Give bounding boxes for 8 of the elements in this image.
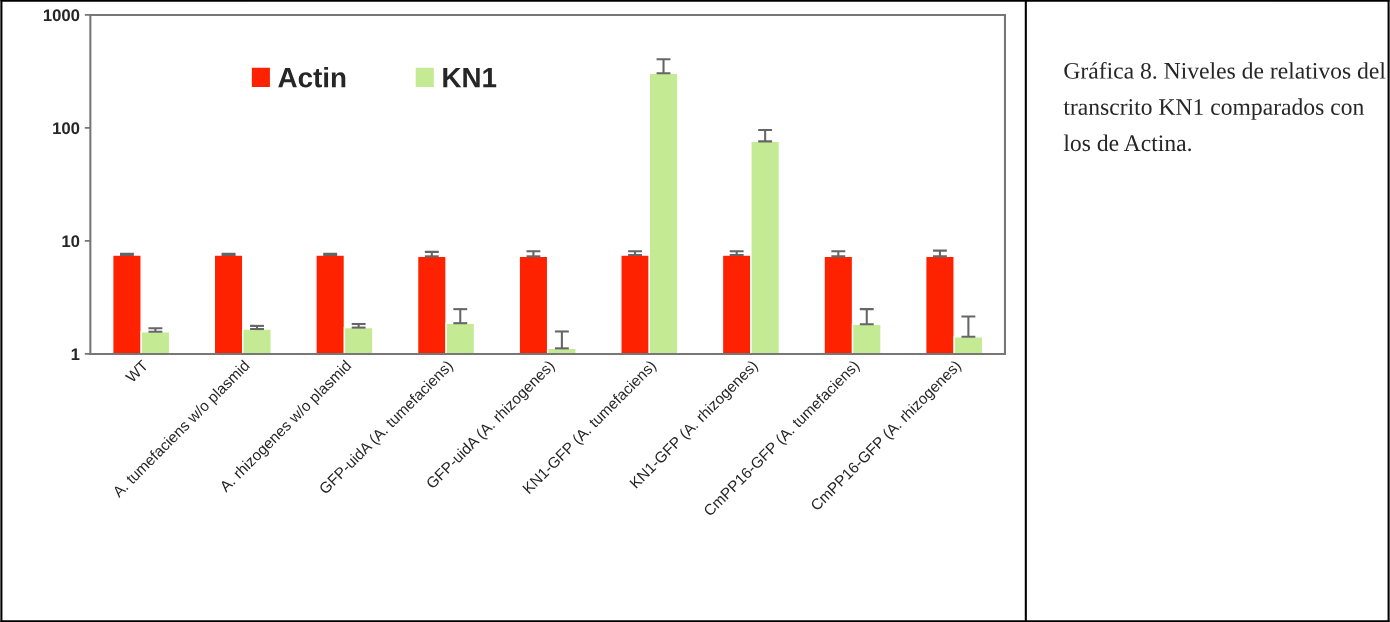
y-tick-label: 100 [53,122,80,135]
x-tick-label: WT [124,359,149,384]
text: Gráfica 8. Niveles de relativos del transcrito KN1 comparados con los de Actina. [1063,61,1386,152]
y-tick-label: 1 [71,348,80,360]
legend-label: Actin [278,67,346,88]
y-tick-label: 1000 [43,9,80,22]
legend-label: KN1 [443,68,497,88]
y-tick-label: 10 [62,235,80,248]
